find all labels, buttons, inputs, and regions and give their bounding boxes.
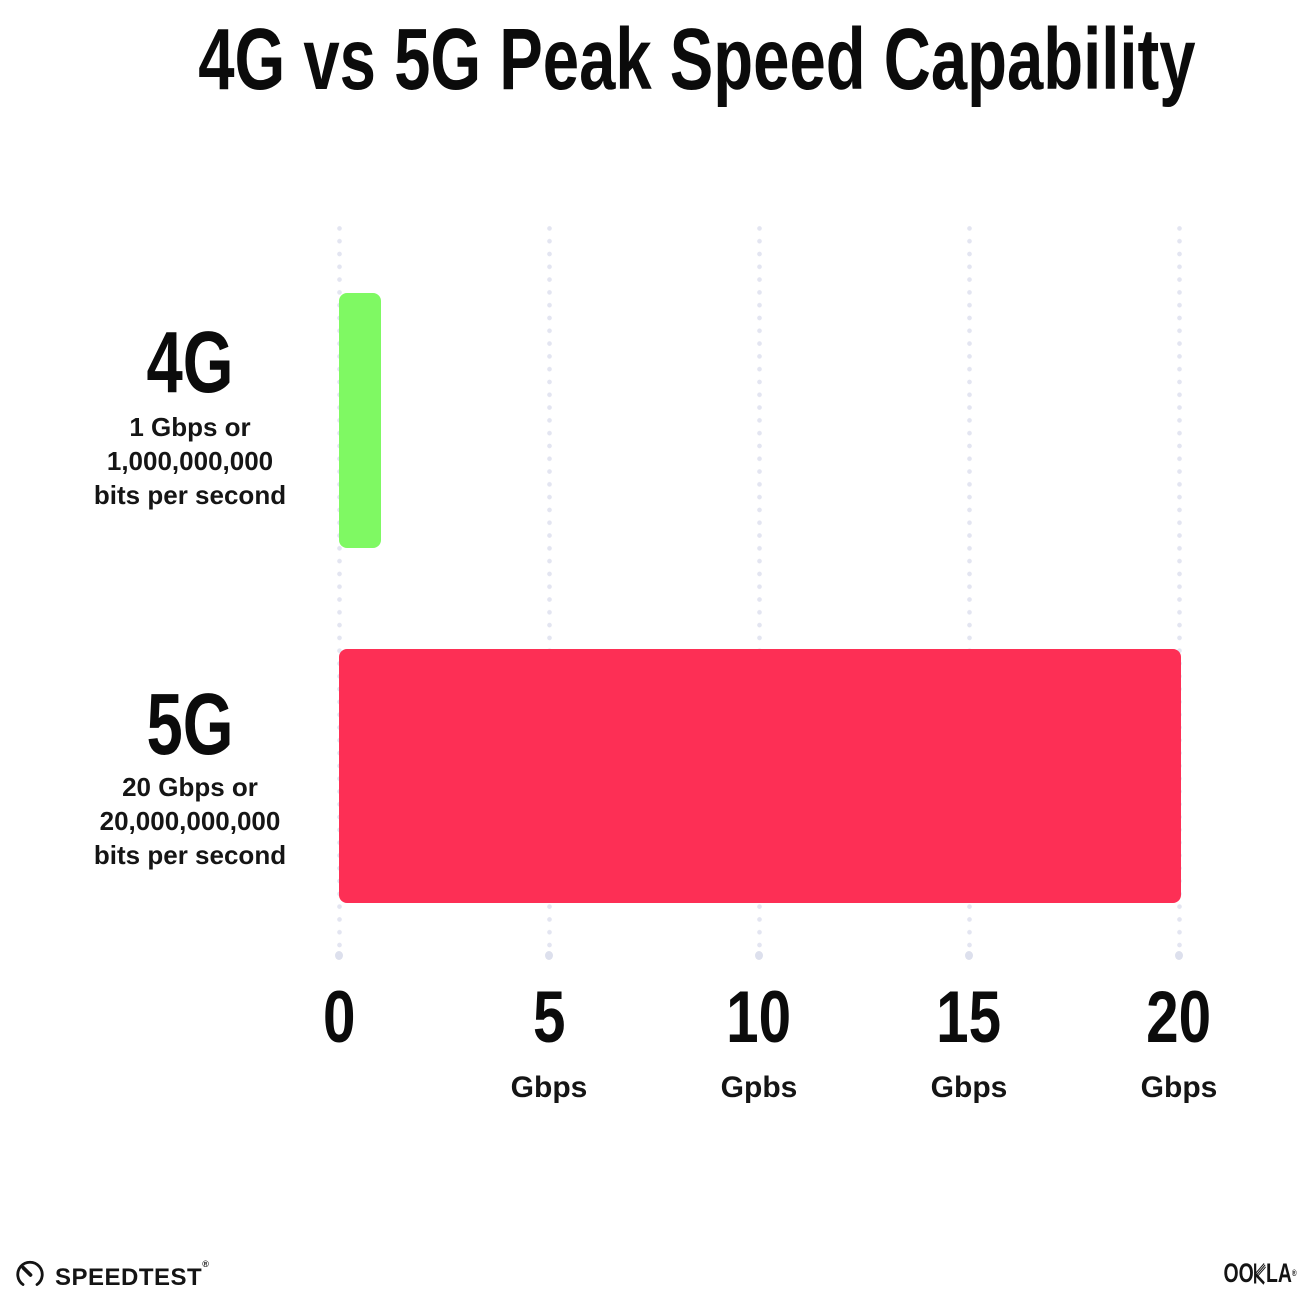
x-tick-number: 15	[936, 977, 1002, 1058]
category-sublabel-5g: 20 Gbps or 20,000,000,000 bits per secon…	[20, 770, 360, 872]
x-tick-number: 5	[532, 977, 566, 1058]
gridline-10	[755, 222, 763, 960]
x-tick-15: 15 Gbps	[859, 981, 1079, 1103]
x-tick-0: 0	[229, 981, 449, 1073]
speedtest-wordmark: SPEEDTEST®	[55, 1258, 209, 1291]
sublabel-line: 20,000,000,000	[99, 806, 281, 836]
sublabel-line: bits per second	[93, 840, 287, 870]
sublabel-line: 1 Gbps or	[129, 412, 251, 442]
speedtest-gauge-icon	[14, 1258, 46, 1291]
x-tick-unit: Gbps	[1140, 1071, 1218, 1104]
sublabel-line: 1,000,000,000	[106, 446, 274, 476]
category-label-5g-text: 5G	[146, 676, 234, 773]
sublabel-line: bits per second	[93, 480, 287, 510]
sublabel-line: 20 Gbps or	[122, 772, 258, 802]
category-sublabel-4g: 1 Gbps or 1,000,000,000 bits per second	[20, 410, 360, 512]
gridline-20	[1175, 222, 1183, 960]
speedtest-logo: SPEEDTEST®	[14, 1258, 209, 1291]
ookla-k-icon	[1254, 1262, 1267, 1285]
x-tick-20: 20 Gbps	[1069, 981, 1289, 1103]
category-label-4g: 4G	[20, 319, 360, 406]
x-tick-number: 10	[726, 977, 792, 1058]
chart-title-text: 4G vs 5G Peak Speed Capability	[198, 11, 1196, 108]
x-tick-number: 20	[1146, 977, 1212, 1058]
x-tick-number: 0	[322, 977, 356, 1058]
ookla-logo: OO LA ®	[1224, 1260, 1297, 1287]
x-tick-unit: Gpbs	[720, 1071, 798, 1104]
x-tick-5: 5 Gbps	[439, 981, 659, 1103]
registered-trademark-icon: ®	[202, 1258, 209, 1269]
gridline-0	[335, 222, 343, 960]
category-label-4g-text: 4G	[146, 314, 234, 411]
bar-4g	[339, 293, 382, 548]
chart-title: 4G vs 5G Peak Speed Capability	[32, 16, 1308, 103]
ookla-wordmark-left: OO	[1223, 1258, 1255, 1288]
gridline-5	[545, 222, 553, 960]
speedtest-wordmark-text: SPEEDTEST	[55, 1263, 203, 1291]
bar-5g	[339, 649, 1181, 903]
x-tick-10: 10 Gpbs	[649, 981, 869, 1103]
category-label-5g: 5G	[20, 681, 360, 768]
x-tick-unit: Gbps	[510, 1071, 588, 1104]
ookla-wordmark-right: LA	[1266, 1258, 1293, 1288]
registered-trademark-icon: ®	[1292, 1268, 1297, 1278]
gridline-15	[965, 222, 973, 960]
x-tick-unit: Gbps	[930, 1071, 1008, 1104]
